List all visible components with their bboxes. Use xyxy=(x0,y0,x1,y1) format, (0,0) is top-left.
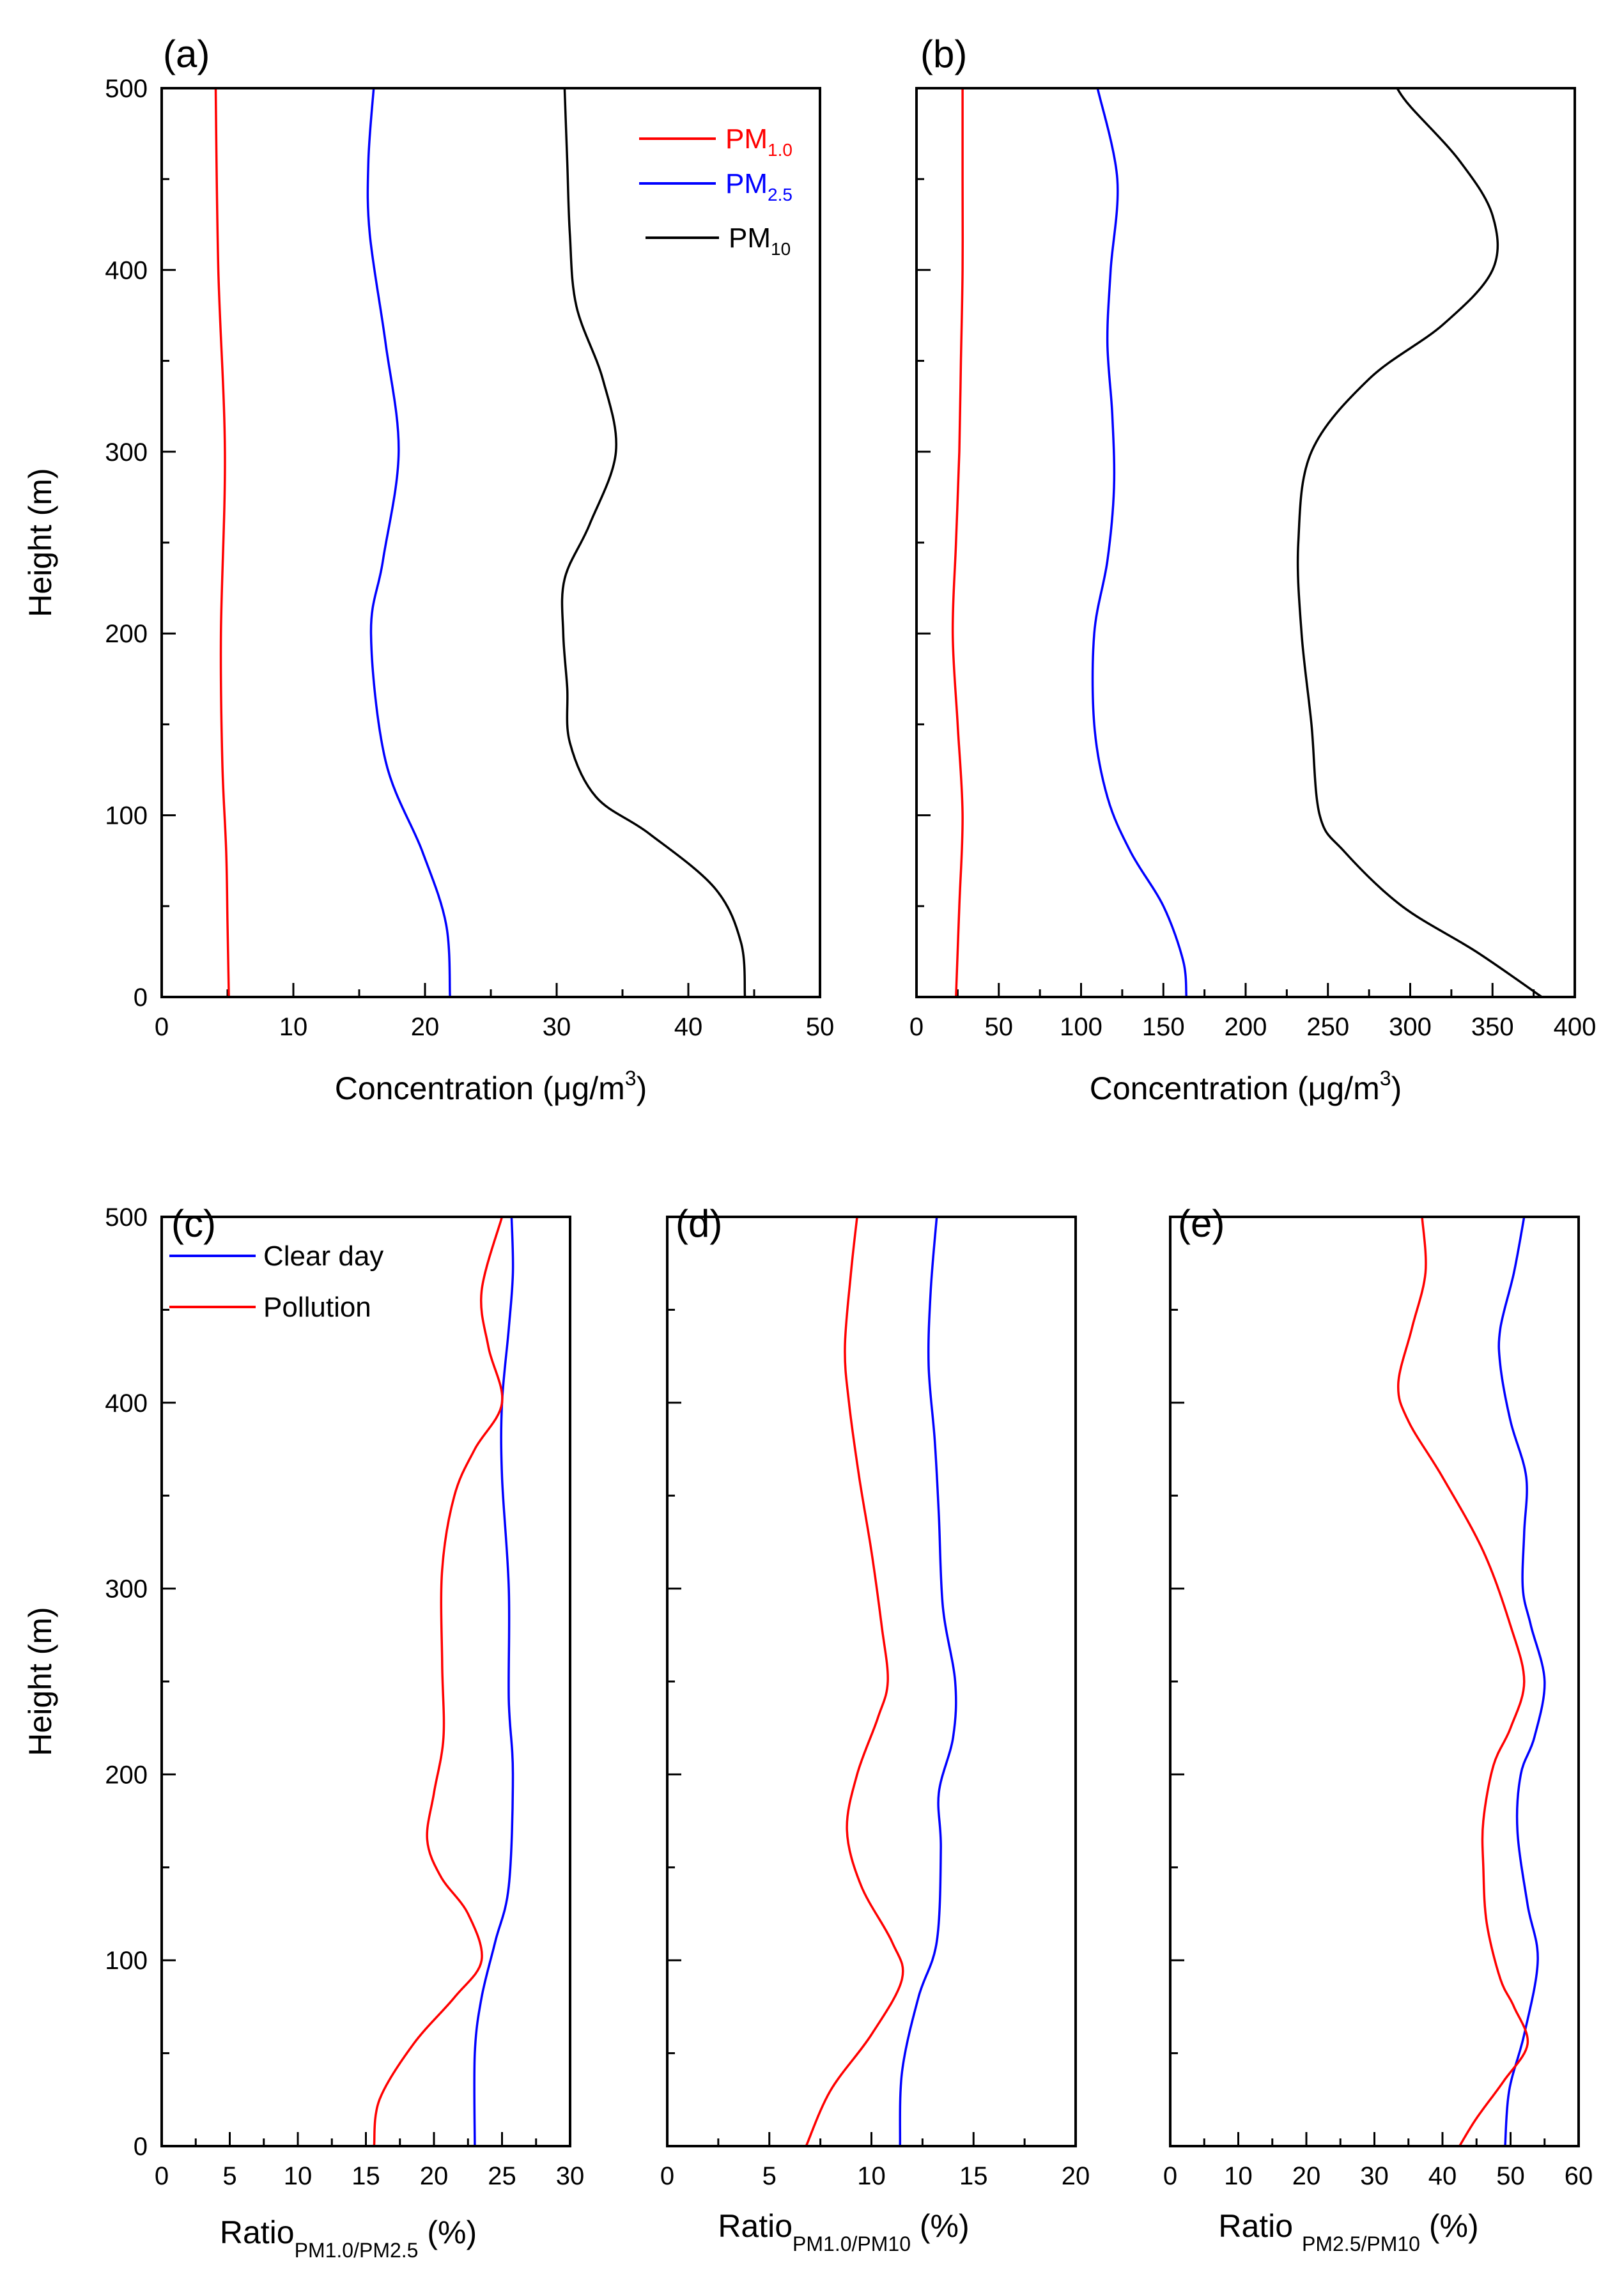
series-group xyxy=(805,1216,957,2147)
legend: PM1.0 PM2.5 PM10 xyxy=(639,123,793,259)
x-tick-label: 400 xyxy=(1554,1013,1597,1041)
series-group xyxy=(1397,1216,1546,2147)
x-tick-label: 10 xyxy=(284,2162,313,2190)
series-group xyxy=(951,87,1543,998)
plot-frame xyxy=(915,87,1576,998)
x-tick-label: 0 xyxy=(660,2162,674,2190)
y-tick-label: 100 xyxy=(105,1947,148,1975)
x-tick-label: 0 xyxy=(1163,2162,1177,2190)
legend: Clear day Pollution xyxy=(169,1241,383,1323)
axis-ticks: 0 50 100 150 200 250 300 350 400 xyxy=(909,87,1597,1041)
chart-panel-b: (b) 0 50 100 150 200 250 300 350 400 Concentrati… xyxy=(909,33,1597,1106)
series-line-pollution xyxy=(1397,1216,1529,2147)
x-tick-label: 300 xyxy=(1389,1013,1432,1041)
plot-frame xyxy=(160,1216,571,2147)
y-tick-label: 500 xyxy=(105,1203,148,1232)
x-tick-label: 30 xyxy=(543,1013,571,1041)
x-tick-label: 15 xyxy=(352,2162,380,2190)
legend-label-pm1: PM1.0 xyxy=(725,123,793,160)
legend-label-pm10: PM10 xyxy=(729,222,791,259)
series-group xyxy=(373,1216,514,2147)
x-tick-label: 20 xyxy=(411,1013,440,1041)
x-tick-label: 0 xyxy=(155,1013,169,1041)
y-tick-label: 400 xyxy=(105,256,148,284)
x-tick-label: 0 xyxy=(909,1013,924,1041)
x-tick-label: 20 xyxy=(420,2162,449,2190)
x-axis-title: Concentration (μg/m3) xyxy=(1090,1067,1402,1106)
x-tick-label: 250 xyxy=(1306,1013,1349,1041)
x-tick-label: 20 xyxy=(1292,2162,1321,2190)
panel-label: (a) xyxy=(163,33,210,75)
chart-panel-e: (e) 0 10 20 30 40 50 60 Ratio PM2.5/PM10 (%) xyxy=(1163,1202,1593,2255)
x-tick-label: 60 xyxy=(1565,2162,1593,2190)
plot-frame xyxy=(1169,1216,1580,2147)
x-axis-title: Ratio PM2.5/PM10 (%) xyxy=(1218,2208,1478,2255)
y-tick-label: 500 xyxy=(105,75,148,103)
x-axis-title: RatioPM1.0/PM2.5 (%) xyxy=(220,2215,477,2262)
x-tick-label: 25 xyxy=(488,2162,516,2190)
x-tick-label: 0 xyxy=(155,2162,169,2190)
x-tick-label: 30 xyxy=(556,2162,585,2190)
series-line-clear-day xyxy=(1497,1216,1546,2147)
y-tick-label: 200 xyxy=(105,1761,148,1789)
y-tick-label: 100 xyxy=(105,802,148,830)
legend-label-pm25: PM2.5 xyxy=(725,168,793,205)
series-line-pm1-0 xyxy=(214,87,230,998)
series-line-pm10 xyxy=(1296,87,1543,998)
y-tick-label: 0 xyxy=(134,2133,148,2161)
series-line-pollution xyxy=(805,1216,904,2147)
x-tick-label: 10 xyxy=(857,2162,886,2190)
y-tick-label: 300 xyxy=(105,438,148,467)
series-line-clear-day xyxy=(473,1216,514,2147)
x-axis-title: RatioPM1.0/PM10 (%) xyxy=(718,2208,969,2255)
y-tick-label: 300 xyxy=(105,1575,148,1604)
x-tick-label: 150 xyxy=(1142,1013,1185,1041)
axis-ticks: 0 10 20 30 40 50 60 xyxy=(1163,1216,1593,2190)
x-tick-label: 10 xyxy=(1224,2162,1253,2190)
series-line-pm1-0 xyxy=(951,87,964,998)
series-group xyxy=(214,87,746,998)
x-tick-label: 40 xyxy=(674,1013,703,1041)
x-tick-label: 100 xyxy=(1060,1013,1102,1041)
x-tick-label: 50 xyxy=(1496,2162,1525,2190)
x-tick-label: 5 xyxy=(762,2162,777,2190)
y-tick-label: 200 xyxy=(105,620,148,648)
chart-panel-d: (d) 0 5 10 15 20 RatioPM1.0/PM10 (%) xyxy=(660,1202,1090,2255)
y-axis-title: Height (m) xyxy=(22,1607,58,1756)
series-line-pollution xyxy=(373,1216,504,2147)
plot-frame xyxy=(666,1216,1077,2147)
x-tick-label: 40 xyxy=(1428,2162,1457,2190)
x-tick-label: 350 xyxy=(1471,1013,1514,1041)
series-line-pm2-5 xyxy=(366,87,451,998)
y-tick-label: 0 xyxy=(134,984,148,1012)
y-tick-label: 400 xyxy=(105,1389,148,1418)
x-tick-label: 20 xyxy=(1062,2162,1090,2190)
x-tick-label: 50 xyxy=(806,1013,835,1041)
x-tick-label: 200 xyxy=(1225,1013,1267,1041)
plot-frame xyxy=(160,87,821,998)
x-tick-label: 5 xyxy=(222,2162,236,2190)
x-tick-label: 30 xyxy=(1360,2162,1389,2190)
panel-label: (b) xyxy=(920,33,967,75)
legend-label-clear: Clear day xyxy=(263,1241,383,1272)
panel-label: (c) xyxy=(171,1202,216,1245)
series-line-clear-day xyxy=(899,1216,957,2147)
series-line-pm10 xyxy=(561,87,746,998)
x-tick-label: 15 xyxy=(959,2162,988,2190)
series-line-pm2-5 xyxy=(1091,87,1188,998)
x-tick-label: 10 xyxy=(279,1013,308,1041)
y-axis-title: Height (m) xyxy=(22,468,58,617)
legend-label-pollution: Pollution xyxy=(263,1292,371,1323)
x-axis-title: Concentration (μg/m3) xyxy=(335,1067,647,1106)
panel-label: (d) xyxy=(676,1202,722,1245)
x-tick-label: 50 xyxy=(985,1013,1014,1041)
panel-label: (e) xyxy=(1178,1202,1225,1245)
